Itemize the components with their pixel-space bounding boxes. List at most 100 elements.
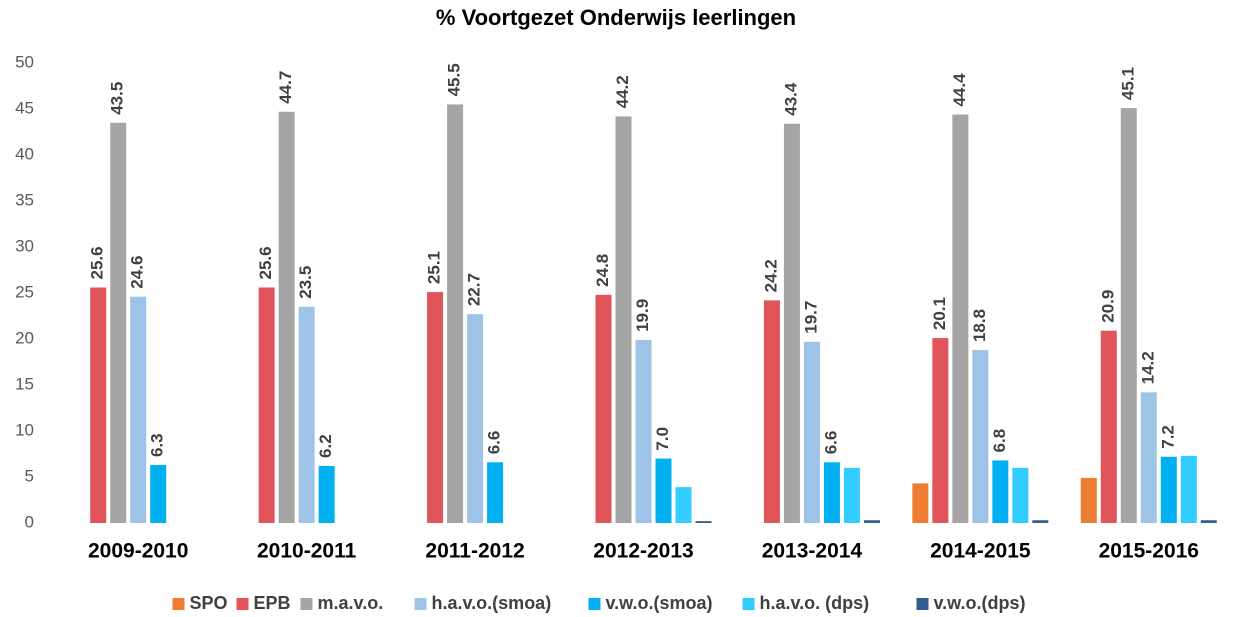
x-tick-label: 2010-2011 — [257, 540, 357, 563]
value-label: 7.2 — [1158, 425, 1177, 449]
y-tick-label: 30 — [15, 236, 34, 255]
bar — [318, 465, 335, 523]
value-label: 45.1 — [1118, 67, 1137, 100]
bar — [992, 460, 1009, 523]
bar — [487, 462, 504, 523]
y-tick-label: 15 — [15, 374, 34, 393]
bar — [1120, 108, 1137, 523]
value-label: 6.3 — [148, 433, 167, 457]
bar — [823, 462, 840, 523]
value-label: 44.2 — [613, 75, 632, 108]
legend-label: m.a.v.o. — [318, 593, 384, 613]
legend-swatch — [588, 598, 601, 610]
x-tick-label: 2011-2012 — [425, 540, 524, 563]
bar — [863, 520, 880, 523]
value-label: 6.8 — [990, 429, 1009, 453]
bar — [90, 287, 107, 523]
bar — [1080, 477, 1097, 523]
value-label: 25.1 — [425, 251, 444, 284]
value-label: 44.7 — [276, 71, 295, 104]
y-tick-label: 0 — [25, 512, 34, 531]
bar — [803, 341, 820, 523]
value-label: 24.6 — [128, 256, 147, 289]
legend-label: SPO — [190, 593, 228, 613]
y-tick-label: 45 — [15, 98, 34, 117]
chart-title: % Voortgezet Onderwijs leerlingen — [436, 5, 796, 30]
bar — [1032, 520, 1049, 523]
legend-swatch — [172, 598, 185, 610]
bar — [1200, 520, 1217, 523]
value-label: 6.2 — [316, 434, 335, 458]
bar — [427, 292, 444, 523]
legend-swatch — [236, 598, 249, 610]
bar — [783, 123, 800, 523]
value-label: 24.8 — [593, 254, 612, 287]
x-tick-label: 2012-2013 — [593, 540, 693, 563]
value-label: 18.8 — [970, 309, 989, 342]
value-label: 20.1 — [930, 297, 949, 330]
bar — [258, 287, 275, 523]
legend-label: h.a.v.o. (dps) — [760, 593, 870, 613]
bar — [952, 114, 969, 524]
value-label: 6.6 — [821, 431, 840, 455]
y-tick-label: 50 — [15, 52, 34, 71]
x-tick-label: 2014-2015 — [930, 540, 1031, 563]
value-label: 43.4 — [781, 82, 800, 116]
value-label: 25.6 — [256, 246, 275, 279]
x-tick-label: 2009-2010 — [88, 540, 188, 563]
bar — [278, 111, 295, 523]
bar — [1012, 467, 1029, 523]
value-label: 23.5 — [296, 266, 315, 299]
value-label: 19.9 — [633, 299, 652, 332]
bar — [655, 458, 672, 523]
bar — [150, 465, 167, 523]
value-label: 19.7 — [801, 301, 820, 334]
bar — [110, 122, 127, 524]
bar — [447, 104, 464, 524]
value-label: 24.2 — [761, 259, 780, 292]
bar — [635, 339, 652, 523]
bar — [595, 294, 612, 523]
legend-label: v.w.o.(smoa) — [606, 593, 713, 613]
value-label: 44.4 — [950, 73, 969, 107]
legend-label: h.a.v.o.(smoa) — [432, 593, 552, 613]
y-tick-label: 10 — [15, 420, 34, 439]
bar — [130, 296, 147, 523]
value-label: 6.6 — [485, 431, 504, 455]
bar — [843, 467, 860, 523]
bar — [675, 487, 692, 523]
value-label: 45.5 — [445, 63, 464, 96]
bar — [1160, 456, 1177, 523]
bar — [1180, 455, 1197, 523]
x-tick-label: 2015-2016 — [1099, 540, 1199, 563]
bar — [972, 350, 989, 523]
value-label: 22.7 — [465, 273, 484, 306]
y-tick-label: 25 — [15, 282, 34, 301]
bar — [1100, 330, 1117, 523]
bar — [763, 300, 780, 523]
legend-swatch — [300, 598, 313, 610]
y-tick-label: 5 — [25, 466, 34, 485]
bar — [912, 483, 929, 523]
bar — [695, 521, 712, 523]
y-tick-label: 20 — [15, 328, 34, 347]
legend-label: EPB — [254, 593, 291, 613]
value-label: 20.9 — [1098, 290, 1117, 323]
value-label: 25.6 — [88, 246, 107, 279]
bar — [932, 338, 949, 523]
bar — [467, 314, 484, 523]
bar — [298, 306, 315, 523]
legend-swatch — [916, 598, 929, 610]
y-tick-label: 40 — [15, 144, 34, 163]
legend-swatch — [742, 598, 755, 610]
value-label: 43.5 — [108, 82, 127, 115]
bar — [615, 116, 632, 524]
value-label: 7.0 — [653, 427, 672, 451]
value-label: 14.2 — [1138, 351, 1157, 384]
legend-swatch — [414, 598, 427, 610]
x-tick-label: 2013-2014 — [762, 540, 863, 563]
legend-label: v.w.o.(dps) — [934, 593, 1026, 613]
y-tick-label: 35 — [15, 190, 34, 209]
bar — [1140, 392, 1157, 523]
